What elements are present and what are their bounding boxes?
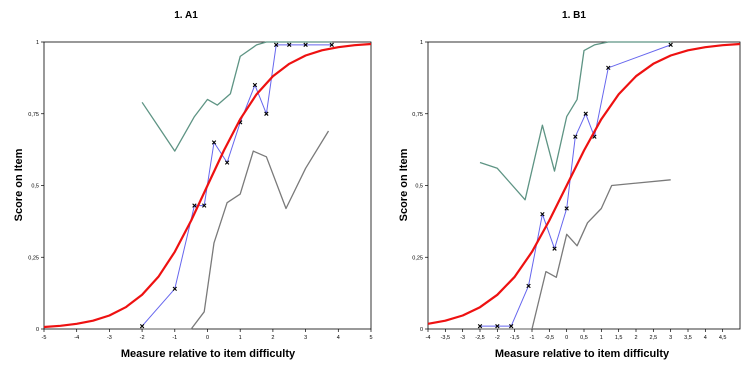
observed-point	[509, 323, 514, 329]
x-tick-label: -2,5	[475, 335, 484, 341]
observed-point	[668, 42, 673, 48]
y-tick-label: 0,5	[31, 184, 39, 190]
plot-frame	[427, 41, 741, 330]
observed-point	[252, 82, 258, 88]
lower-curve	[480, 179, 671, 330]
observed-point	[224, 160, 230, 165]
observed-point	[583, 111, 588, 116]
observed-point	[287, 42, 292, 48]
observed-point	[211, 140, 217, 145]
x-tick-label: 5	[369, 335, 372, 341]
x-tick-label: -1	[172, 335, 177, 341]
observed-point	[552, 246, 557, 251]
x-tick-label: -5	[42, 335, 47, 341]
x-tick-label: 2,5	[650, 335, 658, 341]
observed-point	[329, 42, 334, 48]
series-layer	[427, 41, 741, 330]
x-axis-label: Measure relative to item difficulty	[495, 348, 670, 360]
y-tick-label: 1	[420, 40, 423, 46]
chart-a1: 1. A1 Score on Item Measure relative to …	[13, 10, 373, 360]
x-tick-label: -3,5	[441, 335, 450, 341]
observed-curve	[141, 44, 332, 327]
x-axis-label: Measure relative to item difficulty	[121, 348, 296, 360]
x-tick-label: -1,5	[510, 335, 519, 341]
y-tick-label: 1	[36, 40, 39, 46]
expected-curve	[427, 42, 741, 325]
x-tick-label: -3	[460, 335, 465, 341]
x-tick-label: -3	[107, 335, 112, 341]
observed-point	[192, 203, 197, 208]
chart-b1: 1. B1 Score on Item Measure relative to …	[398, 10, 741, 360]
x-tick-label: -4	[426, 335, 431, 341]
x-tick-label: -4	[74, 335, 79, 341]
x-tick-label: 2	[271, 335, 274, 341]
x-tick-label: 4	[704, 335, 707, 341]
x-tick-label: 0	[206, 335, 209, 341]
tick-layer: -5 -4 -3 -2 -1 0 1 2 3 4 5 0 0,25 0,5 0,75 1	[28, 40, 372, 341]
expected-curve	[43, 42, 372, 329]
x-tick-label: -0,5	[545, 335, 554, 341]
y-axis-label: Score on Item	[13, 148, 25, 221]
observed-point	[540, 212, 545, 217]
y-tick-label: 0	[420, 327, 423, 333]
lower-curve	[142, 130, 330, 330]
upper-curve	[479, 41, 671, 201]
x-tick-label: 1	[600, 335, 603, 341]
observed-point	[564, 206, 569, 211]
x-tick-label: 4,5	[719, 335, 727, 341]
y-tick-label: 0,5	[415, 184, 423, 190]
observed-point	[264, 111, 269, 116]
observed-point	[495, 323, 500, 329]
observed-point	[273, 42, 279, 48]
x-tick-label: 1,5	[615, 335, 623, 341]
observed-point	[526, 283, 531, 289]
x-tick-label: 4	[337, 335, 340, 341]
x-tick-label: 0	[565, 335, 568, 341]
observed-point	[139, 323, 145, 329]
upper-curve	[141, 41, 332, 152]
y-axis-label: Score on Item	[398, 148, 410, 221]
y-tick-label: 0,75	[412, 112, 423, 118]
observed-point	[303, 42, 308, 48]
x-tick-label: -2	[495, 335, 500, 341]
observed-point	[477, 323, 483, 329]
x-tick-label: 3	[669, 335, 672, 341]
observed-point	[573, 134, 578, 139]
y-tick-label: 0,25	[28, 255, 39, 261]
x-tick-label: -1	[530, 335, 535, 341]
x-tick-label: 1	[239, 335, 242, 341]
x-tick-label: 2	[634, 335, 637, 341]
observed-curve	[480, 44, 671, 327]
observed-point	[606, 65, 611, 71]
chart-title: 1. A1	[174, 10, 198, 21]
tick-layer: -4 -3,5 -3 -2,5 -2 -1,5 -1 -0,5 0 0,5 1 1,5 2 2,5 3 3,5…	[412, 40, 726, 341]
y-tick-label: 0	[36, 327, 39, 333]
observed-point	[202, 203, 207, 208]
x-tick-label: 3	[304, 335, 307, 341]
series-layer	[43, 41, 372, 330]
observed-point	[172, 286, 177, 292]
x-tick-label: 0,5	[580, 335, 588, 341]
y-tick-label: 0,75	[28, 112, 39, 118]
x-tick-label: -2	[140, 335, 145, 341]
x-tick-label: 3,5	[684, 335, 692, 341]
chart-title: 1. B1	[562, 10, 586, 21]
y-tick-label: 0,25	[412, 255, 423, 261]
